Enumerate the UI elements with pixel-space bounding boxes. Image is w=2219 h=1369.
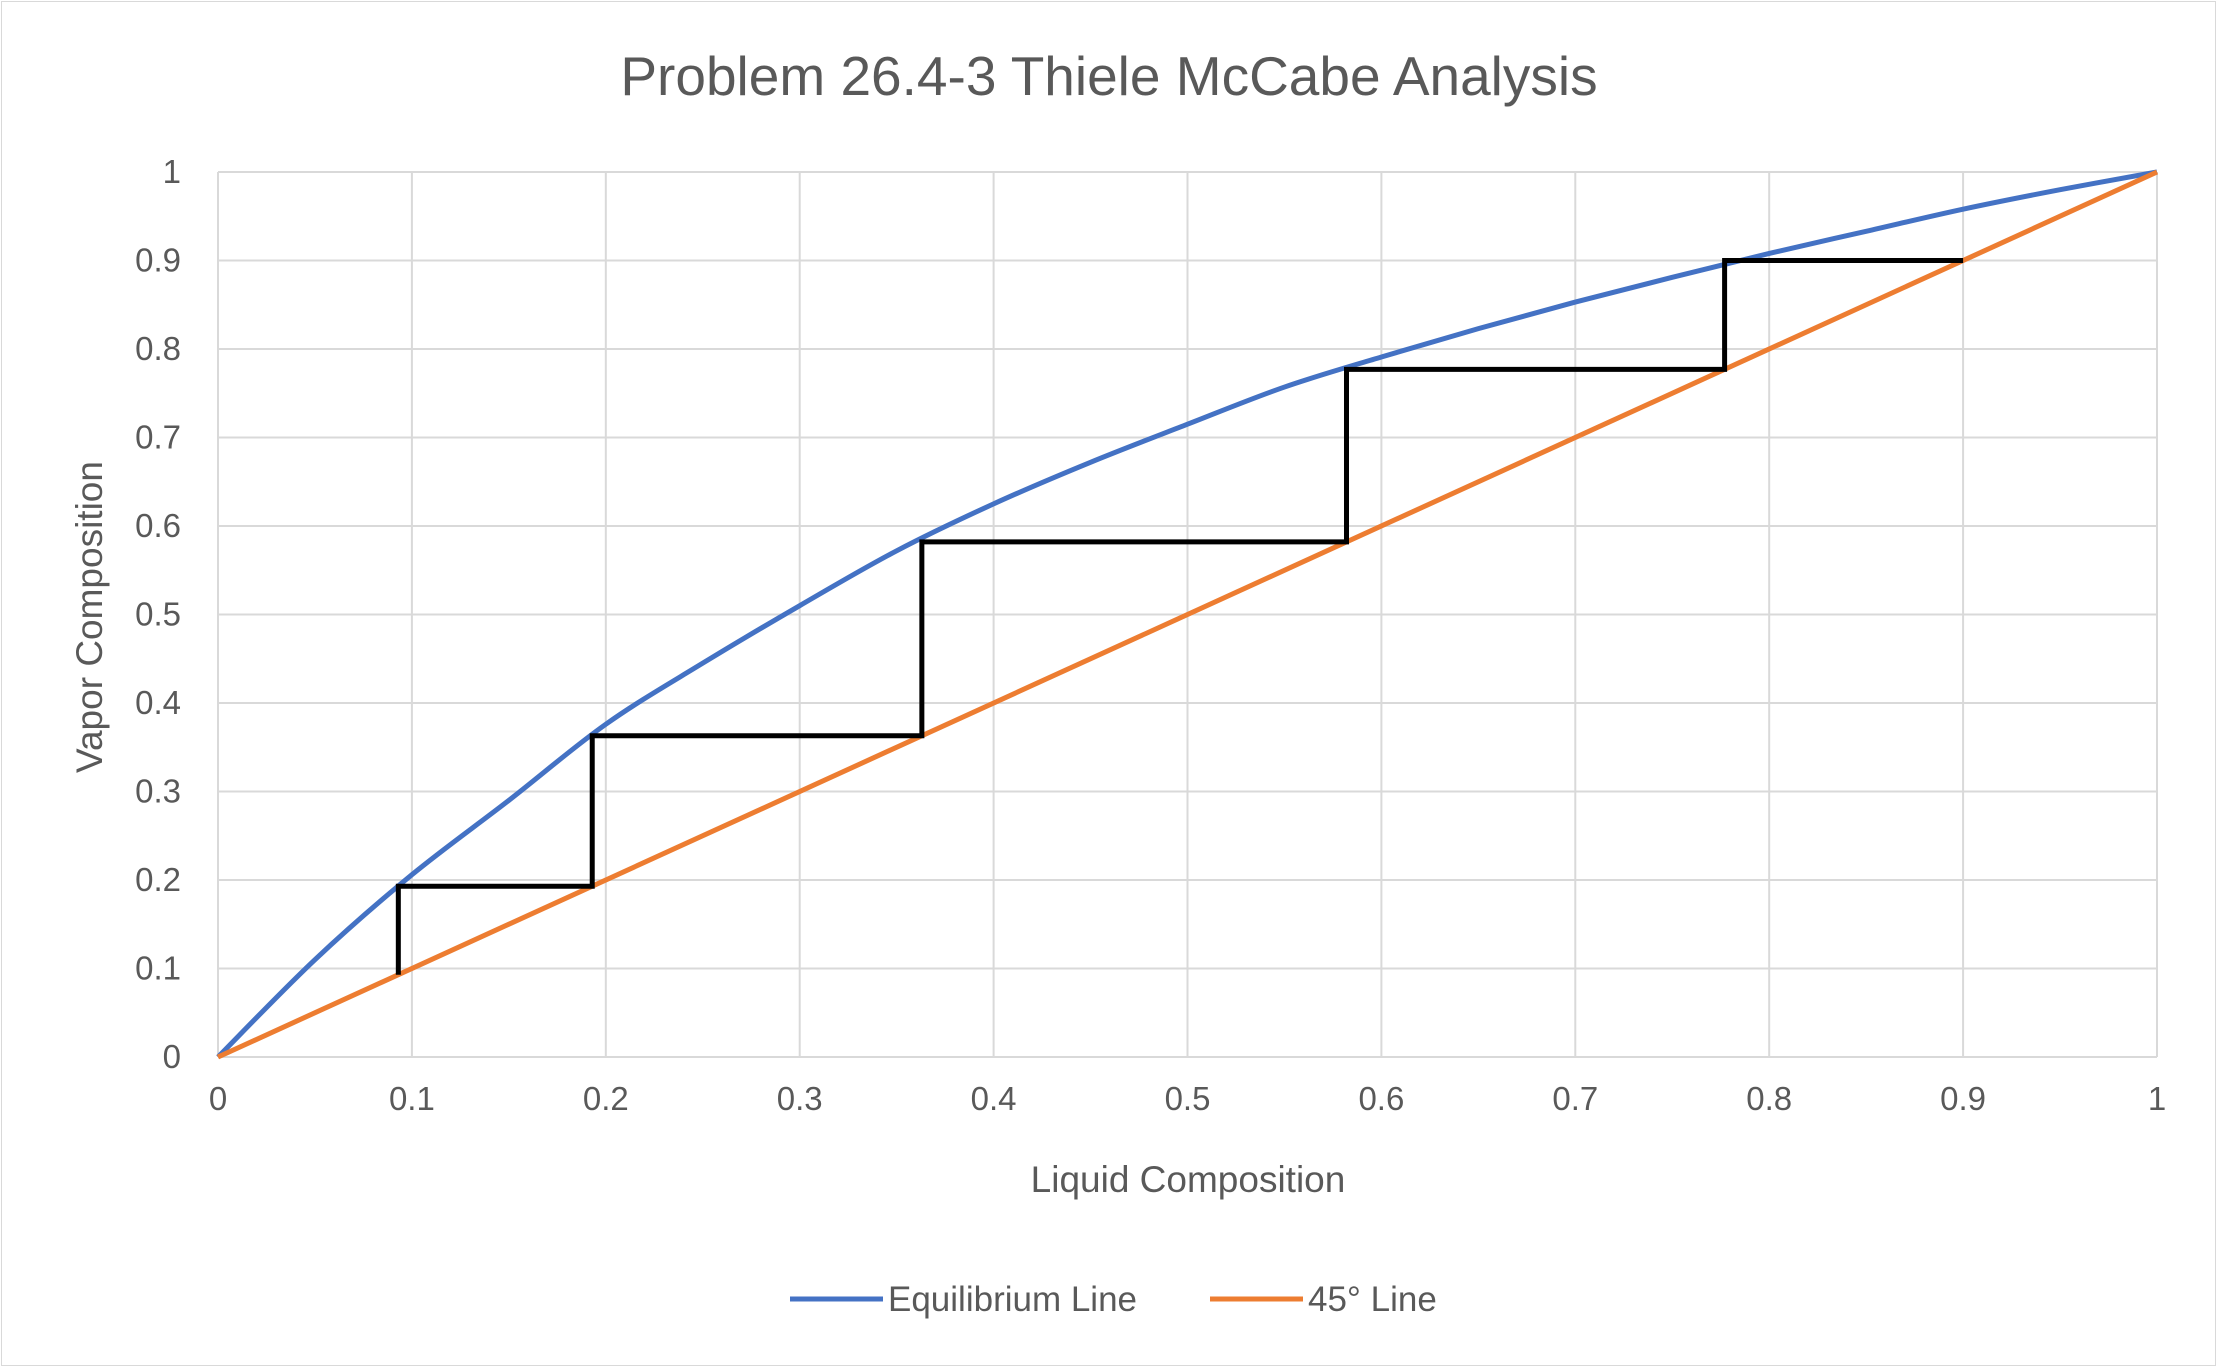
x-tick-label: 0.1 [389, 1080, 435, 1117]
x-axis-title: Liquid Composition [1031, 1159, 1346, 1200]
y-tick-label: 0.5 [135, 596, 181, 633]
x-tick-label: 0.6 [1358, 1080, 1404, 1117]
y-tick-label: 1 [163, 153, 181, 190]
y-tick-label: 0.3 [135, 773, 181, 810]
stage-steps-line [395, 258, 1964, 975]
y-tick-label: 0.7 [135, 419, 181, 456]
plot-series [216, 169, 2159, 1060]
y-tick-label: 0 [163, 1038, 181, 1075]
legend-label: Equilibrium Line [888, 1280, 1137, 1319]
x-tick-label: 0.8 [1746, 1080, 1792, 1117]
x-tick-label: 0.3 [777, 1080, 823, 1117]
x-tick-label: 0.7 [1552, 1080, 1598, 1117]
gridlines [217, 171, 2158, 1058]
y-tick-label: 0.1 [135, 950, 181, 987]
x-tick-label: 0.2 [583, 1080, 629, 1117]
legend: Equilibrium Line 45° Line [790, 1280, 1437, 1319]
x-tick-label: 0 [209, 1080, 227, 1117]
y-tick-label: 0.6 [135, 507, 181, 544]
y-axis-title: Vapor Composition [69, 461, 110, 773]
x-tick-label: 0.4 [971, 1080, 1017, 1117]
y-tick-label: 0.8 [135, 330, 181, 367]
legend-label: 45° Line [1308, 1280, 1437, 1319]
equilibrium-line [216, 169, 2158, 1059]
diagonal-45-line [216, 169, 2159, 1060]
y-tick-label: 0.9 [135, 242, 181, 279]
y-tick-label: 0.2 [135, 861, 181, 898]
x-tick-label: 1 [2148, 1080, 2166, 1117]
x-tick-label: 0.5 [1165, 1080, 1211, 1117]
tick-labels: 0 0.1 0.2 0.3 0.4 0.5 0.6 0.7 0.8 0.9 1 0 0.1 0.2 0.3 0… [135, 153, 2166, 1117]
x-tick-label: 0.9 [1940, 1080, 1986, 1117]
y-tick-label: 0.4 [135, 684, 181, 721]
chart-title: Problem 26.4-3 Thiele McCabe Analysis [620, 45, 1597, 107]
